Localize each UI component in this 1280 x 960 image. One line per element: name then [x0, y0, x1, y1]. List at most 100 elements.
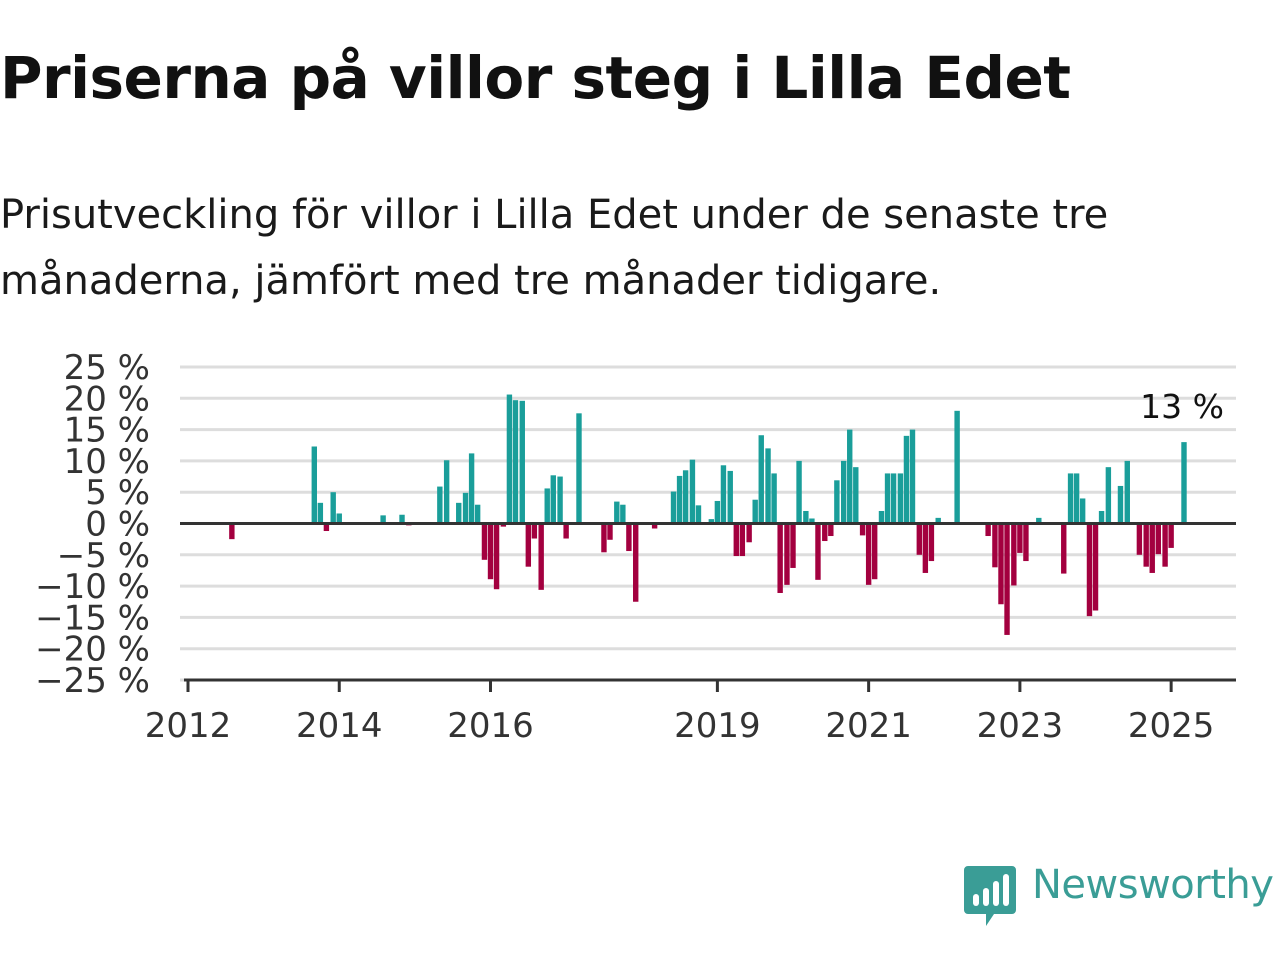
bar-positive [840, 460, 847, 524]
bar-negative [1168, 523, 1174, 548]
bar-negative [1162, 523, 1168, 567]
y-tick-label: −15 % [35, 598, 150, 638]
x-tick-label: 2019 [674, 706, 761, 746]
bar-negative [493, 523, 500, 590]
bar-positive [456, 502, 462, 524]
bar-positive [834, 480, 840, 524]
bar-positive [1036, 517, 1042, 524]
bar-negative [607, 523, 613, 540]
y-tick-label: 5 % [85, 473, 150, 513]
bar-negative [1136, 523, 1143, 555]
bar-negative [1023, 523, 1029, 562]
last-value-label: 13 % [1140, 387, 1224, 426]
page-title: Priserna på villor steg i Lilla Edet [0, 44, 1071, 112]
bar-positive [853, 467, 859, 524]
bars [229, 394, 1187, 635]
bar-positive [720, 465, 727, 524]
bar-negative [1011, 523, 1017, 586]
bar-negative [1143, 523, 1149, 567]
y-tick-label: 15 % [64, 411, 150, 451]
bar-negative [651, 523, 658, 529]
bar-positive [689, 459, 696, 524]
y-tick-label: −20 % [35, 630, 150, 670]
x-tick-label: 2016 [447, 706, 534, 746]
bar-positive [954, 410, 960, 524]
bar-negative [928, 523, 935, 562]
bar-negative [538, 523, 544, 590]
axes [180, 522, 1236, 692]
bar-positive [576, 413, 582, 524]
bar-negative [871, 523, 878, 580]
bar-positive [474, 504, 481, 524]
bar-positive [890, 473, 897, 524]
bar-positive [1067, 473, 1074, 524]
bar-positive [550, 475, 556, 524]
bar-negative [790, 523, 796, 568]
bar-negative [828, 523, 834, 537]
x-tick-label: 2014 [296, 706, 383, 746]
bar-negative [733, 523, 739, 557]
newsworthy-logo-icon [964, 866, 1016, 926]
bar-negative [531, 523, 538, 539]
bar-negative [815, 523, 821, 580]
bar-positive [682, 470, 689, 524]
bar-negative [1004, 523, 1010, 635]
bar-negative [633, 523, 639, 602]
bar-positive [1098, 510, 1105, 524]
bar-positive [443, 460, 450, 524]
bar-negative [1155, 523, 1161, 555]
chart-subtitle: Prisutveckling för villor i Lilla Edet u… [0, 192, 1109, 304]
bar-positive [878, 510, 885, 524]
bar-positive [437, 486, 443, 524]
bar-positive [695, 505, 702, 524]
bar-negative [985, 523, 991, 537]
bar-positive [676, 475, 683, 524]
bar-positive [708, 519, 715, 524]
bar-positive [935, 517, 941, 524]
bar-negative [916, 523, 923, 555]
bar-negative [626, 523, 632, 552]
bar-negative [859, 523, 866, 536]
labels: 25 %20 %15 %10 %5 %0 %−5 %−10 %−15 %−20 … [35, 348, 1224, 746]
bar-positive [796, 460, 802, 524]
bar-positive [752, 499, 758, 524]
bar-positive [620, 504, 626, 524]
y-tick-label: −25 % [35, 661, 150, 701]
bar-positive [512, 400, 519, 524]
bar-chart: 25 %20 %15 %10 %5 %0 %−5 %−10 %−15 %−20 … [35, 348, 1236, 746]
bar-negative [1061, 523, 1067, 574]
brand-name: Newsworthy [1032, 862, 1274, 908]
bar-positive [1105, 467, 1112, 524]
bar-positive [803, 510, 809, 524]
bar-positive [903, 435, 910, 524]
bar-negative [481, 523, 488, 560]
x-tick-label: 2021 [825, 706, 912, 746]
bar-positive [847, 429, 853, 524]
bar-negative [739, 523, 746, 557]
x-tick-label: 2025 [1128, 706, 1215, 746]
bar-positive [311, 446, 317, 524]
bar-positive [557, 476, 563, 524]
y-tick-label: 25 % [64, 348, 150, 388]
bar-negative [992, 523, 998, 568]
bar-positive [614, 501, 620, 524]
bar-positive [544, 488, 550, 524]
bar-positive [1117, 485, 1124, 524]
bar-negative [525, 523, 532, 567]
bar-positive [809, 518, 815, 524]
bar-positive [884, 473, 891, 524]
bar-positive [714, 500, 721, 524]
bar-positive [670, 491, 677, 524]
bar-negative [777, 523, 783, 593]
bar-negative [500, 523, 507, 527]
bar-negative [563, 523, 569, 539]
bar-positive [1079, 498, 1086, 524]
bar-positive [336, 513, 342, 524]
bar-negative [487, 523, 494, 580]
bar-positive [380, 515, 386, 524]
y-tick-label: 20 % [64, 379, 150, 419]
x-tick-label: 2023 [977, 706, 1064, 746]
bar-positive [1124, 460, 1130, 524]
y-tick-label: 10 % [64, 442, 150, 482]
bar-negative [229, 523, 235, 540]
